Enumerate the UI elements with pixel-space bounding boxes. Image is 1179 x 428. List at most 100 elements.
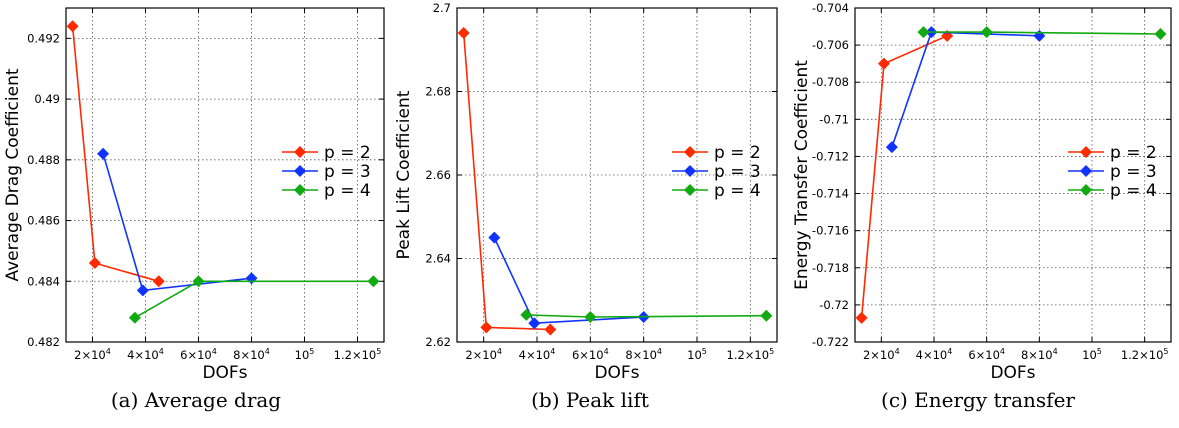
data-point-marker xyxy=(1154,27,1167,40)
x-tick-label-base: 4×10 xyxy=(916,348,948,362)
x-tick-label-base: 1.2×10 xyxy=(727,348,770,362)
data-point-marker xyxy=(66,20,79,33)
x-tick-label: 105 xyxy=(1082,347,1102,362)
x-tick-label-exponent: 4 xyxy=(657,347,662,356)
chart-panel-3: 2×104 4×104 6×104 8×104 105 1.2×105-0.722-0.7… xyxy=(792,1,1172,380)
x-tick-label: 105 xyxy=(295,347,315,362)
y-axis-label: Energy Transfer Coefficient xyxy=(792,60,812,290)
x-tick-label: 6×104 xyxy=(180,347,217,362)
legend-label: p = 4 xyxy=(714,181,761,201)
legend-marker xyxy=(294,165,306,177)
y-tick-label: -0.71 xyxy=(819,112,849,126)
x-tick-label-base: 1.2×10 xyxy=(334,348,377,362)
y-tick-label: 2.68 xyxy=(425,85,451,99)
x-tick-label-exponent: 4 xyxy=(265,347,270,356)
legend-marker xyxy=(294,146,306,158)
x-tick-label: 2×104 xyxy=(74,347,111,362)
x-tick-label-base: 1.2×10 xyxy=(1121,348,1164,362)
x-tick-label: 1.2×105 xyxy=(1121,347,1169,362)
x-tick-label-base: 6×10 xyxy=(180,348,212,362)
legend-marker xyxy=(684,165,696,177)
legend-marker xyxy=(1080,146,1092,158)
x-tick-label-base: 4×10 xyxy=(519,348,551,362)
y-tick-label: -0.714 xyxy=(812,187,849,201)
legend-label: p = 3 xyxy=(324,162,371,182)
data-point-marker xyxy=(855,311,868,324)
legend-marker xyxy=(294,184,306,196)
x-tick-label-exponent: 5 xyxy=(702,347,707,356)
data-point-marker xyxy=(97,147,110,160)
y-tick-label: 0.484 xyxy=(27,274,60,288)
data-point-marker xyxy=(917,26,930,39)
y-tick-label: -0.716 xyxy=(812,224,849,238)
data-point-marker xyxy=(192,275,205,288)
x-tick-label-exponent: 4 xyxy=(604,347,609,356)
plot-frame xyxy=(854,7,1172,343)
x-tick-label: 1.2×105 xyxy=(727,347,775,362)
x-tick-label-exponent: 5 xyxy=(769,347,774,356)
x-tick-label-exponent: 4 xyxy=(497,347,502,356)
y-tick-label: -0.718 xyxy=(812,261,849,275)
data-point-marker xyxy=(457,27,470,40)
data-point-marker xyxy=(152,275,165,288)
x-tick-label-exponent: 5 xyxy=(1097,347,1102,356)
x-tick-label-exponent: 4 xyxy=(212,347,217,356)
y-tick-label: -0.722 xyxy=(812,335,849,349)
data-point-marker xyxy=(520,308,533,321)
x-tick-label-exponent: 5 xyxy=(376,347,381,356)
y-tick-label: -0.72 xyxy=(819,298,849,312)
legend-marker xyxy=(1080,184,1092,196)
x-tick-label-exponent: 4 xyxy=(159,347,164,356)
x-tick-label: 4×104 xyxy=(916,347,953,362)
x-tick-label: 2×104 xyxy=(863,347,900,362)
x-tick-label-exponent: 4 xyxy=(550,347,555,356)
data-point-marker xyxy=(488,231,501,244)
y-tick-label: -0.708 xyxy=(812,75,849,89)
x-tick-label-exponent: 4 xyxy=(106,347,111,356)
x-tick-label: 2×104 xyxy=(465,347,502,362)
y-tick-label: 0.482 xyxy=(27,335,60,349)
x-tick-label-exponent: 5 xyxy=(309,347,314,356)
x-tick-label-exponent: 4 xyxy=(947,347,952,356)
x-tick-label: 4×104 xyxy=(127,347,164,362)
data-point-marker xyxy=(885,141,898,154)
data-point-marker xyxy=(941,29,954,42)
x-tick-label-base: 8×10 xyxy=(233,348,265,362)
x-tick-label-base: 8×10 xyxy=(1021,348,1053,362)
y-tick-label: 2.7 xyxy=(433,1,451,15)
caption-c: (c) Energy transfer xyxy=(881,388,1075,412)
data-point-marker xyxy=(760,309,773,322)
data-point-marker xyxy=(584,310,597,323)
data-point-marker xyxy=(367,275,380,288)
legend-label: p = 4 xyxy=(324,181,371,201)
x-tick-label-base: 10 xyxy=(1082,348,1097,362)
legend-label: p = 3 xyxy=(1110,162,1157,182)
figure-canvas: 2×104 4×104 6×104 8×104 105 1.2×1050.4820.484… xyxy=(3,1,1172,380)
x-tick-label-exponent: 4 xyxy=(1053,347,1058,356)
data-point-marker xyxy=(528,317,541,330)
x-tick-label-exponent: 5 xyxy=(1163,347,1168,356)
y-tick-label: 2.66 xyxy=(425,168,451,182)
y-tick-label: 0.486 xyxy=(27,214,60,228)
caption-b: (b) Peak lift xyxy=(531,388,649,412)
x-axis-label: DOFs xyxy=(594,363,639,380)
x-tick-label: 8×104 xyxy=(1021,347,1058,362)
x-tick-label-base: 2×10 xyxy=(465,348,497,362)
x-axis-label: DOFs xyxy=(202,363,247,380)
legend-label: p = 2 xyxy=(1110,143,1157,163)
x-tick-label-base: 4×10 xyxy=(127,348,159,362)
x-tick-label-base: 10 xyxy=(687,348,702,362)
legend-marker xyxy=(1080,165,1092,177)
data-point-marker xyxy=(128,311,141,324)
y-tick-label: 2.64 xyxy=(425,252,451,266)
y-axis-label: Average Drag Coefficient xyxy=(3,68,23,281)
data-point-marker xyxy=(136,284,149,297)
x-tick-label-base: 8×10 xyxy=(625,348,657,362)
chart-panel-1: 2×104 4×104 6×104 8×104 105 1.2×1050.4820.484… xyxy=(3,7,385,380)
x-axis-label: DOFs xyxy=(990,363,1035,380)
series-line-p3 xyxy=(891,31,1040,148)
x-tick-label: 1.2×105 xyxy=(334,347,382,362)
x-tick-label: 8×104 xyxy=(625,347,662,362)
x-tick-label-base: 2×10 xyxy=(74,348,106,362)
x-tick-label-base: 6×10 xyxy=(572,348,604,362)
